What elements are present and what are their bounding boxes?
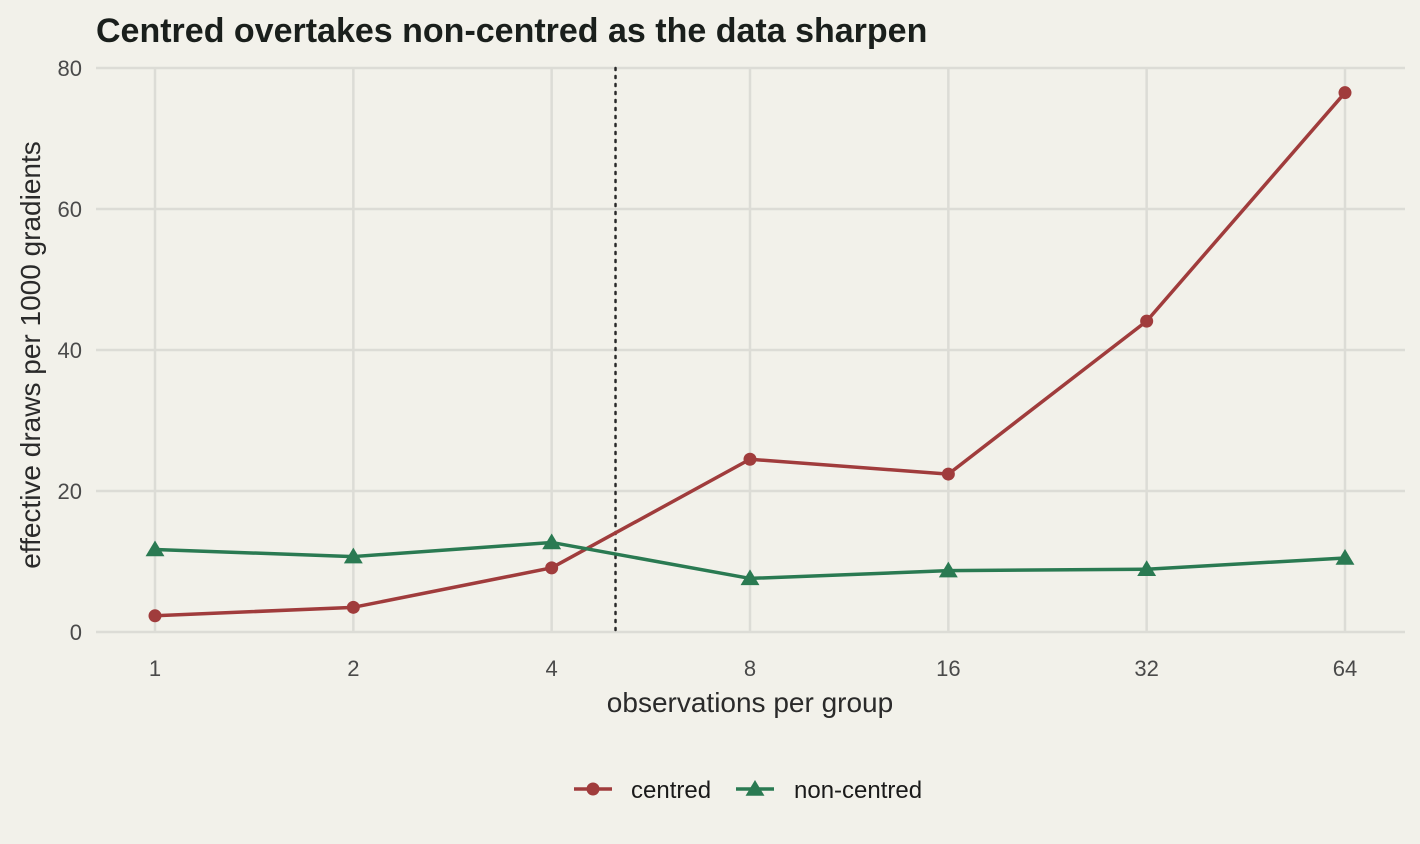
data-point [1140, 314, 1154, 328]
legend-label: non-centred [794, 777, 922, 804]
y-axis-label: effective draws per 1000 gradients [15, 141, 46, 569]
x-tick-label: 16 [936, 656, 960, 681]
x-tick-label: 4 [546, 656, 558, 681]
data-point [941, 467, 955, 481]
x-tick-label: 64 [1333, 656, 1357, 681]
legend-label: centred [631, 777, 711, 804]
data-point [346, 600, 360, 614]
data-point [740, 569, 760, 586]
x-tick-label: 1 [149, 656, 161, 681]
y-tick-label: 20 [58, 479, 82, 504]
data-point [1338, 86, 1352, 100]
data-point [148, 609, 162, 623]
x-tick-label: 32 [1134, 656, 1158, 681]
legend-item-centred: centred [574, 777, 711, 804]
series-centred [148, 86, 1352, 623]
data-point [1335, 548, 1355, 565]
tick-labels: 0 20 40 60 80 1 2 4 8 16 32 64 [58, 56, 1358, 681]
legend: centred non-centred [574, 777, 922, 804]
y-tick-label: 40 [58, 338, 82, 363]
legend-item-non-centred: non-centred [736, 777, 922, 804]
grid [96, 66, 1405, 634]
data-point [938, 561, 958, 578]
data-point [1137, 560, 1157, 577]
x-tick-label: 8 [744, 656, 756, 681]
data-point [145, 540, 165, 557]
data-point [545, 561, 559, 575]
data-point [343, 547, 363, 564]
y-tick-label: 0 [70, 620, 82, 645]
x-axis-label: observations per group [607, 687, 893, 718]
y-tick-label: 60 [58, 197, 82, 222]
series-non-centred [145, 533, 1355, 586]
legend-marker [586, 782, 600, 796]
data-point [542, 533, 562, 550]
legend-marker [745, 780, 765, 796]
data-point [743, 452, 757, 466]
x-tick-label: 2 [347, 656, 359, 681]
series-layer [145, 86, 1355, 623]
y-tick-label: 80 [58, 56, 82, 81]
chart-title: Centred overtakes non-centred as the dat… [96, 12, 927, 50]
